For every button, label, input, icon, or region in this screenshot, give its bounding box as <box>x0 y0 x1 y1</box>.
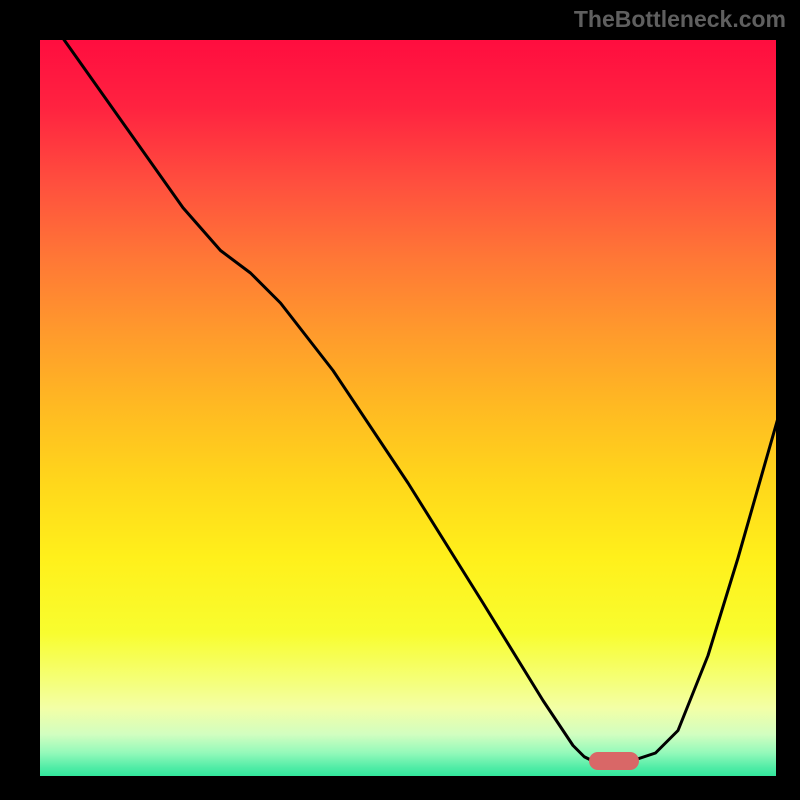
watermark-text: TheBottleneck.com <box>574 6 786 33</box>
gradient-background <box>33 33 783 783</box>
bottleneck-marker <box>589 752 639 770</box>
plot-area <box>33 33 783 783</box>
